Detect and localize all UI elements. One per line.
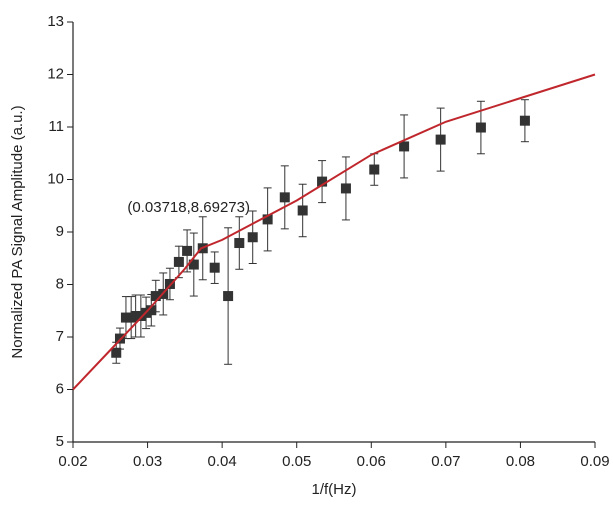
fit-line [72,73,596,391]
point [234,238,245,249]
x-tick-label: 0.02 [58,453,87,470]
point [435,134,446,145]
point [130,311,141,321]
point [146,305,157,316]
point [111,347,122,358]
x-tick-label: 0.09 [580,453,609,470]
point [279,192,290,203]
x-tick-label: 0.04 [208,453,237,470]
point [209,262,220,273]
point [223,291,234,302]
point [369,164,380,175]
point [475,122,486,133]
x-tick-label: 0.06 [357,453,386,470]
point [164,278,175,289]
annotation: (0.03718,8.69273) [127,199,250,216]
point [182,245,193,256]
x-axis-label: 1/f(Hz) [312,481,357,498]
point [399,141,410,152]
point [340,183,351,194]
point [120,312,131,323]
point [150,291,161,302]
point [317,176,328,187]
x-tick-label: 0.07 [431,453,460,470]
point [519,115,530,126]
y-tick-label: 9 [56,223,64,240]
y-tick-label: 5 [56,433,64,450]
point [297,205,308,216]
x-tick-label: 0.05 [282,453,311,470]
y-tick-label: 6 [56,380,64,397]
y-tick-label: 10 [47,170,64,187]
y-axis-label: Normalized PA Signal Amplitude (a.u.) [9,105,26,358]
y-tick-label: 11 [48,118,64,135]
y-tick-label: 8 [56,275,64,292]
point [135,311,146,321]
x-tick-label: 0.08 [506,453,535,470]
y-tick-label: 12 [47,65,64,82]
point [247,232,258,243]
y-tick-label: 13 [47,13,64,30]
y-tick-label: 7 [56,328,64,345]
point [173,256,184,267]
point [262,214,273,225]
x-tick-label: 0.03 [133,453,162,470]
point [188,259,199,270]
